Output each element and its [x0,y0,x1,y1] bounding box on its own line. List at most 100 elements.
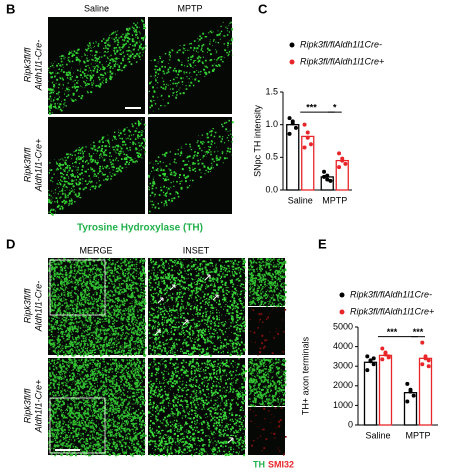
column-label: Saline [84,3,109,13]
data-point [287,116,292,121]
y-tick-label: 0.5 [265,152,278,162]
arrow [227,437,234,444]
legend-label: Ripk3fl/flAldh1l1Cre+ [350,306,434,316]
y-axis-title: TH+ axon terminals [300,336,310,415]
x-tick-label: MPTP [322,195,347,205]
row-label: Ripk3fl/fl [22,147,32,183]
legend-marker [289,42,295,48]
data-point [386,355,391,360]
y-tick-label: 3000 [333,361,353,371]
data-point [308,142,313,147]
y-tick-label: 0.0 [265,184,278,194]
panel-label: D [6,236,15,251]
arrow [212,294,219,301]
row-label: Ripk3fl/fl [22,288,32,324]
inset-box [49,259,106,316]
legend-label: Ripk3fl/flAldh1l1Cre- [300,39,382,49]
data-point [322,169,327,174]
arrow [169,284,176,291]
column-label: MPTP [177,3,202,13]
arrow [182,319,189,326]
data-point [365,368,370,373]
data-point [383,352,388,357]
fluorescence [249,307,287,356]
data-point [343,161,348,166]
data-point [423,356,428,361]
data-point [368,359,373,364]
y-axis-title: SNpc TH intensity [252,105,262,177]
panel-label: C [258,1,268,16]
fluorescence [148,258,247,357]
row-label: Aldh1l1-Cre- [33,281,43,333]
significance: *** [306,103,317,113]
y-tick-label: 1000 [333,400,353,410]
data-point [426,358,431,363]
arrow [154,329,161,336]
legend-label: Ripk3fl/flAldh1l1Cre- [350,289,432,299]
row-label: Aldh1l1-Cre- [33,40,43,92]
row-label: Ripk3fl/fl [22,47,32,83]
fluorescence [48,119,146,216]
y-tick-label: 4000 [333,341,353,351]
row-label: Ripk3fl/fl [22,388,32,424]
data-point [290,119,295,124]
data-point [337,151,342,156]
fluorescence [48,358,147,457]
data-point [305,130,310,135]
legend-label: Ripk3fl/flAldh1l1Cre+ [300,56,384,66]
panel-label: B [6,1,15,16]
data-point [305,135,310,140]
data-point [340,158,345,163]
column-label: INSET [183,245,210,255]
y-tick-label: 5000 [333,321,353,331]
data-point [380,357,385,362]
data-point [426,364,431,369]
data-point [371,356,376,361]
legend-marker [339,292,345,298]
data-point [293,125,298,130]
data-point [322,174,327,179]
data-point [405,381,410,386]
row-label: Aldh1l1-Cre+ [33,139,43,193]
x-tick-label: Saline [365,430,390,440]
micrograph [248,407,285,455]
fluorescence [248,358,287,408]
arrow [204,274,211,281]
fluorescence [48,258,147,357]
y-tick-label: 1.5 [265,86,278,96]
data-point [411,393,416,398]
significance: *** [387,327,398,337]
significance: * [333,103,337,113]
data-point [302,145,307,150]
data-point [302,122,307,127]
data-point [287,131,292,136]
bar [418,357,433,426]
data-point [371,362,376,367]
x-tick-label: Saline [288,195,313,205]
fluorescence [248,258,287,308]
y-tick-label: 0 [348,419,353,429]
data-point [325,177,330,182]
y-tick-label: 2000 [333,380,353,390]
micrograph [248,307,285,355]
micrograph [48,117,145,214]
data-point [328,178,333,183]
fluorescence [148,119,234,213]
y-tick-label: 1.0 [265,119,278,129]
inset-box [49,397,106,454]
channel-label: SMI32 [268,459,294,469]
bar [378,354,393,426]
column-label: MERGE [79,245,112,255]
data-point [420,362,425,367]
data-point [365,354,370,359]
data-point [380,346,385,351]
legend-marker [339,309,345,315]
bar [403,392,418,426]
row-label: Aldh1l1-Cre+ [33,380,43,434]
panel-label: E [318,236,327,251]
data-point [405,399,410,404]
fluorescence [148,358,247,457]
channel-label: TH [253,459,265,469]
caption: Tyrosine Hydroxylase (TH) [77,223,203,234]
